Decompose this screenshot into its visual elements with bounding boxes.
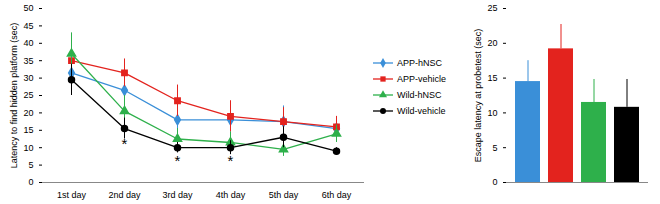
svg-text:25: 25: [487, 3, 497, 13]
svg-text:Latency to find hidden platfor: Latency to find hidden platform (sec): [9, 23, 19, 169]
svg-text:15: 15: [487, 73, 497, 83]
svg-text:1st day: 1st day: [57, 190, 87, 200]
svg-text:35: 35: [23, 56, 33, 66]
html-text:Wild-hNSC: Wild-hNSC: [397, 90, 442, 100]
svg-text:*: *: [175, 152, 181, 169]
html-text:APP-hNSC: APP-hNSC: [397, 58, 442, 68]
svg-text:6th day: 6th day: [322, 190, 352, 200]
svg-text:Escape latency at probetest (s: Escape latency at probetest (sec): [473, 29, 483, 163]
svg-text:45: 45: [23, 21, 33, 31]
svg-text:25: 25: [23, 90, 33, 100]
svg-text:5th day: 5th day: [269, 190, 299, 200]
svg-text:0: 0: [492, 177, 497, 187]
svg-text:10: 10: [487, 108, 497, 118]
svg-text:15: 15: [23, 125, 33, 135]
svg-text:5: 5: [28, 160, 33, 170]
svg-text:30: 30: [23, 73, 33, 83]
svg-text:20: 20: [487, 38, 497, 48]
svg-text:50: 50: [23, 3, 33, 13]
svg-text:*: *: [228, 152, 234, 169]
svg-text:4th day: 4th day: [216, 190, 246, 200]
svg-text:0: 0: [28, 177, 33, 187]
html-text:Wild-vehicle: Wild-vehicle: [397, 106, 446, 116]
svg-text:2nd day: 2nd day: [108, 190, 141, 200]
svg-text:10: 10: [23, 143, 33, 153]
svg-text:5: 5: [492, 143, 497, 153]
svg-text:20: 20: [23, 108, 33, 118]
svg-text:*: *: [122, 135, 128, 152]
html-text:APP-vehicle: APP-vehicle: [397, 74, 446, 84]
svg-text:40: 40: [23, 38, 33, 48]
svg-text:3rd day: 3rd day: [162, 190, 193, 200]
